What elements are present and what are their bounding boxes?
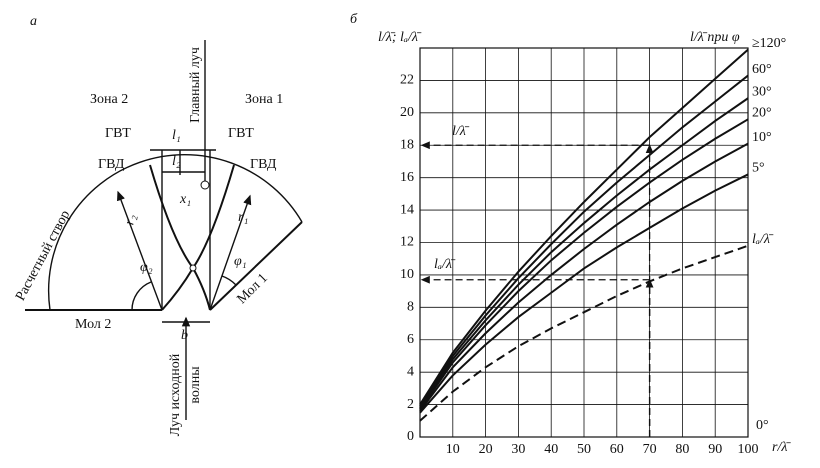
ray-label: Главный луч [188, 47, 203, 123]
label: ГВТ [105, 126, 131, 141]
label: φ₁ [234, 254, 247, 269]
y-axis-label: l/λ̄; lₐ/λ̄ [378, 30, 422, 45]
angle-arc [131, 281, 152, 311]
series-line [419, 244, 749, 422]
series-label: 5° [752, 161, 765, 176]
radius-r1 [209, 194, 252, 311]
point [200, 180, 210, 190]
label: φ₂ [140, 260, 153, 275]
series-label: lₐ/λ̄ [752, 232, 774, 247]
x-tick-label: 10 [446, 442, 460, 457]
label: Мол 2 [75, 317, 111, 332]
label: Луч исходной [168, 353, 183, 436]
label: l₁ [172, 128, 181, 143]
y-tick-label: 8 [407, 300, 414, 315]
x-axis-label: r/λ̄ [772, 440, 791, 455]
x-tick-label: 90 [708, 442, 722, 457]
label: Мол 1 [234, 271, 270, 307]
y-tick-label: 2 [407, 397, 414, 412]
series-label: 10° [752, 130, 772, 145]
panel-label: б [350, 12, 358, 27]
series-line [419, 173, 749, 414]
x-tick-label: 80 [675, 442, 689, 457]
label: b [181, 328, 188, 343]
label: ГВД [98, 157, 125, 172]
x-tick-label: 50 [577, 442, 591, 457]
panel-label: а [30, 14, 37, 29]
series-line [419, 142, 749, 412]
x-tick-label: 100 [738, 442, 759, 457]
x-tick-label: 30 [511, 442, 525, 457]
x-tick-label: 40 [544, 442, 558, 457]
y-tick-label: 0 [407, 429, 414, 444]
radius-r2 [116, 190, 163, 311]
x-tick-label: 60 [610, 442, 624, 457]
y-tick-label: 16 [400, 170, 414, 185]
gvd-right [161, 164, 235, 311]
y-tick-label: 14 [400, 202, 414, 217]
label: Расчетный створ [13, 208, 73, 303]
series-line [419, 74, 749, 407]
zone-label: Зона 1 [245, 92, 283, 107]
zone-label: Зона 2 [90, 92, 128, 107]
label: x₁ [179, 192, 191, 207]
label: ГВД [250, 157, 277, 172]
angle-arc [221, 275, 237, 286]
series-line [419, 97, 749, 409]
series-label: 20° [752, 106, 772, 121]
label: r₁ [238, 210, 248, 225]
mole-1 [209, 221, 303, 311]
label: волны [188, 366, 203, 404]
y-tick-label: 22 [400, 73, 414, 88]
x-tick-label: 20 [479, 442, 493, 457]
annotation: 0° [756, 418, 769, 433]
series-line [419, 48, 749, 406]
chart: б l/λ̄; lₐ/λ̄ r/λ̄ l/λ̄ при φ 0° l/λ̄ lₐ… [350, 12, 791, 457]
y-tick-label: 4 [407, 364, 414, 379]
y-tick-label: 6 [407, 332, 414, 347]
y-tick-label: 18 [400, 137, 414, 152]
y-tick-label: 12 [400, 235, 414, 250]
point [189, 264, 197, 272]
series-label: ≥120° [752, 36, 786, 51]
design-arc [47, 154, 303, 311]
series-label: 30° [752, 84, 772, 99]
legend-title: l/λ̄ при φ [690, 30, 740, 45]
y-tick-label: 20 [400, 105, 414, 120]
series-line [419, 118, 749, 411]
label: r₂ [122, 213, 139, 226]
annotation: l/λ̄ [452, 124, 470, 139]
label: ГВТ [228, 126, 254, 141]
diagram: а Зона 2 Зона 1 Главный луч ГВТ ГВТ l₁ l… [13, 14, 303, 436]
annotation: lₐ/λ̄ [434, 257, 456, 272]
y-tick-label: 10 [400, 267, 414, 282]
x-tick-label: 70 [643, 442, 657, 457]
label: l₂ [172, 154, 181, 169]
series-label: 60° [752, 62, 772, 77]
